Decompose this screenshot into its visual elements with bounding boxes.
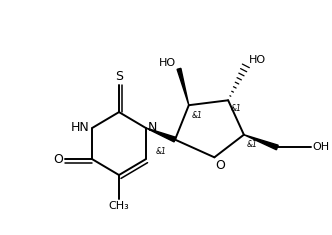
Polygon shape [244,135,278,150]
Text: S: S [115,70,123,82]
Text: &1: &1 [192,111,203,120]
Text: O: O [215,159,225,172]
Text: OH: OH [313,142,330,153]
Text: N: N [147,121,157,134]
Text: HO: HO [159,58,176,68]
Text: &1: &1 [247,140,258,149]
Text: &1: &1 [156,146,167,156]
Polygon shape [177,68,189,105]
Text: CH₃: CH₃ [109,201,129,211]
Text: &1: &1 [231,104,242,113]
Text: O: O [53,153,63,166]
Text: HO: HO [249,55,266,65]
Polygon shape [145,128,176,142]
Text: HN: HN [71,121,90,134]
